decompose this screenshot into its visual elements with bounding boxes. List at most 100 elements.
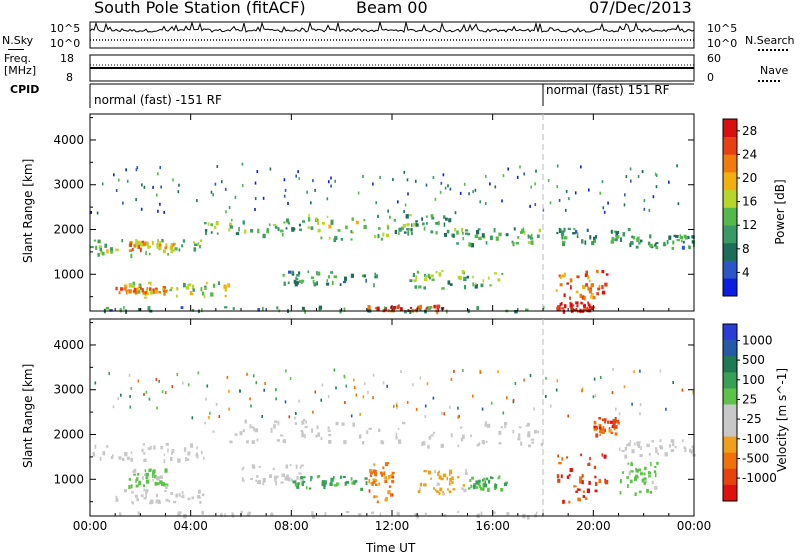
velocity-echo-cell — [268, 474, 272, 479]
velocity-echo-cell — [142, 443, 146, 446]
velocity-ytick-label: 1000 — [53, 472, 84, 486]
power-noise-cell — [379, 175, 381, 179]
velocity-echo-cell — [252, 465, 255, 469]
power-noise-cell — [163, 210, 165, 214]
power-echo-cell — [410, 228, 413, 232]
power-echo-cell — [429, 276, 431, 280]
velocity-echo-cell — [376, 500, 379, 504]
power-echo-cell — [99, 247, 102, 252]
velocity-noise-cell — [209, 411, 211, 415]
velocity-colorbar-swatch — [723, 468, 737, 486]
velocity-noise-cell — [659, 369, 662, 373]
power-noise-cell — [298, 177, 300, 181]
power-echo-cell — [584, 240, 587, 245]
xtick-label: 12:00 — [375, 519, 410, 533]
power-echo-cell — [156, 243, 160, 248]
power-echo-cell — [317, 271, 321, 276]
power-echo-cell — [590, 307, 594, 310]
velocity-echo-cell — [659, 439, 662, 442]
velocity-noise-cell — [249, 397, 251, 401]
velocity-echo-cell — [498, 475, 501, 479]
velocity-noise-cell — [472, 394, 474, 398]
velocity-noise-cell — [382, 381, 385, 385]
velocity-noise-cell — [94, 381, 97, 385]
velocity-echo-cell — [593, 425, 597, 429]
velocity-echo-cell — [655, 447, 658, 451]
velocity-echo-cell — [288, 477, 291, 482]
power-echo-cell — [132, 281, 136, 286]
velocity-echo-cell — [598, 430, 603, 433]
velocity-echo-cell — [301, 420, 305, 425]
velocity-echo-cell — [653, 470, 657, 473]
velocity-echo-cell — [636, 468, 639, 473]
power-echo-cell — [563, 293, 566, 298]
velocity-echo-cell — [594, 481, 598, 486]
power-noise-cell — [214, 182, 217, 186]
velocity-echo-cell — [152, 478, 154, 482]
power-echo-cell — [174, 247, 178, 251]
power-echo-cell — [556, 231, 559, 235]
power-echo-cell — [162, 286, 166, 289]
power-echo-cell — [190, 292, 194, 296]
power-echo-cell — [573, 227, 576, 231]
velocity-echo-cell — [379, 512, 382, 517]
power-echo-cell — [193, 247, 197, 252]
velocity-echo-cell — [391, 476, 395, 479]
velocity-echo-cell — [177, 458, 181, 463]
velocity-echo-cell — [374, 495, 378, 498]
power-noise-cell — [135, 168, 138, 172]
power-echo-cell — [398, 304, 400, 309]
power-echo-cell — [133, 288, 137, 293]
power-noise-cell — [306, 190, 308, 194]
velocity-echo-cell — [568, 500, 571, 504]
velocity-noise-cell — [246, 372, 248, 376]
power-echo-cell — [318, 305, 323, 310]
power-echo-cell — [194, 243, 198, 246]
velocity-echo-cell — [374, 479, 378, 482]
power-echo-cell — [561, 235, 564, 240]
power-echo-cell — [620, 237, 622, 242]
power-echo-cell — [145, 250, 147, 255]
power-echo-cell — [511, 240, 514, 244]
velocity-noise-cell — [218, 415, 221, 418]
velocity-noise-cell — [490, 401, 493, 405]
power-noise-cell — [178, 183, 180, 187]
velocity-echo-cell — [643, 477, 647, 481]
velocity-echo-cell — [385, 496, 388, 501]
velocity-echo-cell — [471, 476, 474, 480]
power-noise-cell — [314, 188, 316, 192]
velocity-echo-cell — [635, 467, 637, 471]
beam-label: Beam 00 — [356, 0, 428, 17]
power-echo-cell — [262, 233, 266, 239]
power-echo-cell — [575, 230, 578, 234]
velocity-echo-cell — [312, 514, 316, 519]
velocity-echo-cell — [380, 472, 384, 477]
nave-tick-bottom: 0 — [707, 71, 714, 84]
power-noise-cell — [501, 199, 503, 203]
power-echo-cell — [224, 306, 228, 309]
power-echo-cell — [382, 232, 385, 237]
velocity-echo-cell — [384, 476, 388, 479]
power-echo-cell — [158, 291, 161, 294]
velocity-echo-cell — [512, 429, 515, 434]
velocity-echo-cell — [352, 422, 355, 427]
velocity-echo-cell — [638, 490, 642, 494]
power-echo-cell — [441, 269, 444, 272]
power-echo-cell — [149, 252, 151, 256]
velocity-noise-cell — [462, 369, 464, 372]
velocity-echo-cell — [589, 456, 591, 461]
power-noise-cell — [556, 164, 559, 168]
power-echo-cell — [576, 304, 579, 308]
velocity-noise-cell — [611, 391, 614, 395]
velocity-echo-cell — [654, 465, 657, 468]
power-echo-cell — [178, 248, 181, 252]
velocity-echo-cell — [602, 425, 605, 429]
velocity-echo-cell — [330, 477, 334, 482]
velocity-echo-cell — [613, 426, 617, 429]
velocity-echo-cell — [325, 480, 327, 485]
velocity-echo-cell — [145, 493, 147, 498]
power-echo-cell — [411, 223, 413, 228]
power-echo-cell — [537, 234, 540, 239]
velocity-echo-cell — [483, 483, 487, 488]
power-echo-cell — [655, 242, 659, 245]
